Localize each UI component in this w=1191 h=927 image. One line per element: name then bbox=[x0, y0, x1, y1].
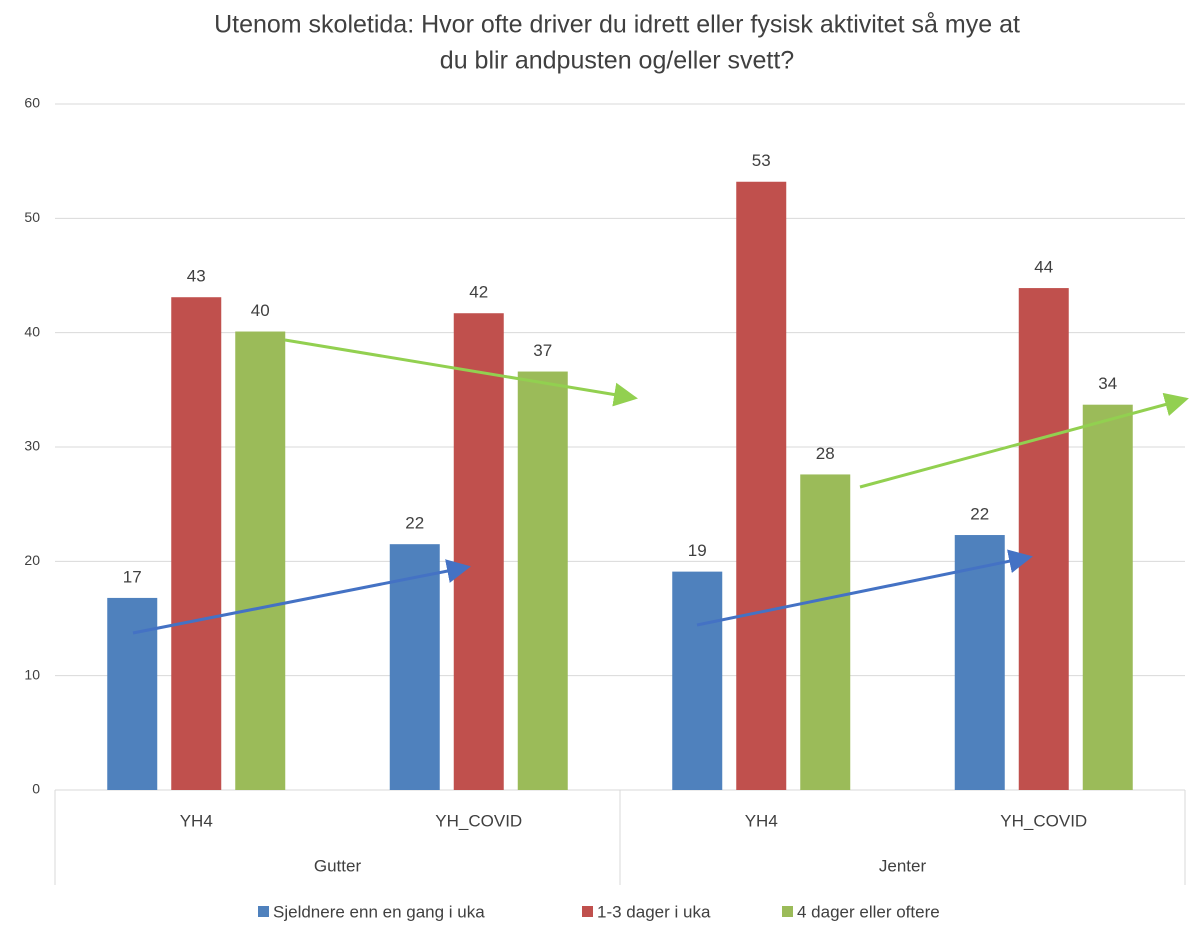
legend-label: 4 dager eller oftere bbox=[797, 902, 940, 921]
legend-swatch bbox=[258, 906, 269, 917]
y-tick-label: 0 bbox=[32, 781, 40, 797]
bar bbox=[389, 544, 440, 790]
data-label: 40 bbox=[251, 301, 270, 320]
bar bbox=[1082, 404, 1133, 790]
trend-arrow bbox=[132, 559, 471, 635]
chart-title: du blir andpusten og/eller svett? bbox=[440, 47, 794, 75]
data-label: 34 bbox=[1098, 374, 1117, 393]
y-tick-label: 50 bbox=[24, 209, 40, 225]
data-label: 22 bbox=[970, 505, 989, 524]
bar bbox=[453, 313, 504, 790]
chart-title: Utenom skoletida: Hvor ofte driver du id… bbox=[214, 11, 1020, 39]
y-tick-label: 20 bbox=[24, 552, 40, 568]
x-tick-label: YH_COVID bbox=[435, 811, 522, 830]
legend-label: 1-3 dager i uka bbox=[597, 902, 711, 921]
y-tick-label: 60 bbox=[24, 95, 40, 111]
bar bbox=[235, 331, 286, 790]
bar bbox=[1018, 288, 1069, 790]
bar bbox=[800, 474, 851, 790]
y-tick-label: 40 bbox=[24, 323, 40, 339]
x-tick-label: YH4 bbox=[745, 811, 778, 830]
data-label: 19 bbox=[688, 541, 707, 560]
group-label: Jenter bbox=[879, 856, 927, 875]
legend-swatch bbox=[582, 906, 593, 917]
data-label: 44 bbox=[1034, 258, 1053, 277]
bar bbox=[672, 571, 723, 790]
data-label: 43 bbox=[187, 267, 206, 286]
data-label: 37 bbox=[533, 341, 552, 360]
y-tick-label: 10 bbox=[24, 666, 40, 682]
trend-arrow bbox=[284, 338, 638, 407]
data-label: 28 bbox=[816, 444, 835, 463]
bar bbox=[517, 371, 568, 790]
bar bbox=[736, 181, 787, 790]
bar bbox=[107, 597, 158, 790]
trend-arrow bbox=[696, 549, 1033, 627]
y-tick-label: 30 bbox=[24, 438, 40, 454]
data-label: 53 bbox=[752, 151, 771, 170]
data-label: 42 bbox=[469, 283, 488, 302]
bar bbox=[171, 297, 222, 790]
group-label: Gutter bbox=[314, 856, 362, 875]
bar bbox=[954, 535, 1005, 790]
x-tick-label: YH_COVID bbox=[1000, 811, 1087, 830]
legend-label: Sjeldnere enn en gang i uka bbox=[273, 902, 485, 921]
trend-arrow bbox=[859, 392, 1189, 489]
data-label: 22 bbox=[405, 514, 424, 533]
data-label: 17 bbox=[123, 567, 142, 586]
x-tick-label: YH4 bbox=[180, 811, 213, 830]
legend-swatch bbox=[782, 906, 793, 917]
